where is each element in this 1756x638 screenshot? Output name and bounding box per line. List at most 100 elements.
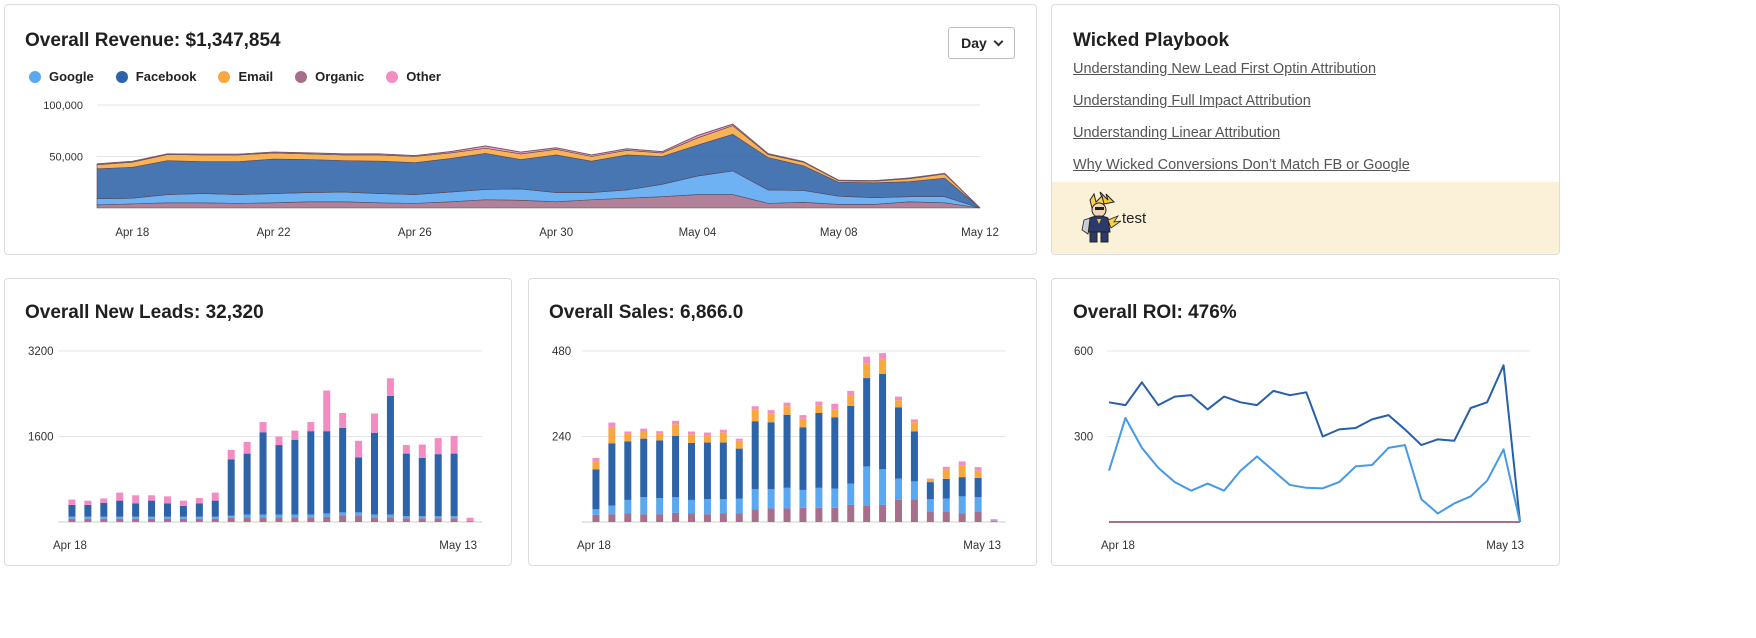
bar-segment-facebook xyxy=(863,378,871,467)
x-tick-label: May 13 xyxy=(1486,540,1524,552)
bar-segment-organic xyxy=(307,517,315,522)
bar-segment-facebook xyxy=(958,477,966,497)
bar-segment-google xyxy=(974,497,982,512)
bar-segment-organic xyxy=(767,508,775,522)
legend-item-google[interactable]: Google xyxy=(29,69,94,84)
bar-segment-facebook xyxy=(608,443,616,506)
bar-segment-organic xyxy=(799,507,807,522)
bar-segment-facebook xyxy=(371,432,378,515)
bar-segment-facebook xyxy=(418,457,426,517)
playbook-link-linear-attribution[interactable]: Understanding Linear Attribution xyxy=(1073,125,1281,141)
bar-segment-facebook xyxy=(719,442,727,500)
bar-segment-facebook xyxy=(339,427,347,513)
x-tick-label: May 08 xyxy=(820,227,858,239)
legend-label: Organic xyxy=(315,69,365,84)
bar-segment-other xyxy=(735,438,743,441)
x-tick-label: Apr 26 xyxy=(398,227,432,239)
bar-segment-facebook xyxy=(895,407,902,479)
bar-segment-organic xyxy=(624,513,632,522)
playbook-link-conversions-mismatch[interactable]: Why Wicked Conversions Don’t Match FB or… xyxy=(1073,157,1410,173)
bar-segment-google xyxy=(751,489,759,510)
y-tick-label: 3200 xyxy=(28,346,54,358)
bar-segment-google xyxy=(402,516,410,519)
bar-segment-other xyxy=(815,401,823,406)
bar-segment-facebook xyxy=(672,435,680,498)
bar-segment-other xyxy=(402,445,410,454)
bar-segment-google xyxy=(68,516,76,519)
bar-segment-facebook xyxy=(323,431,331,514)
bar-segment-other xyxy=(831,403,839,410)
bar-segment-other xyxy=(291,430,299,440)
y-tick-label: 100,000 xyxy=(43,100,83,112)
bar-segment-facebook xyxy=(751,421,759,490)
bar-segment-google xyxy=(863,466,871,506)
legend-item-email[interactable]: Email xyxy=(218,69,273,84)
bar-segment-google xyxy=(100,516,108,519)
bar-segment-google xyxy=(767,489,775,509)
bar-segment-google xyxy=(307,514,315,518)
bar-segment-google xyxy=(227,515,235,518)
bar-segment-facebook xyxy=(799,427,807,490)
bar-segment-other xyxy=(942,466,950,469)
bar-segment-email xyxy=(640,431,648,439)
bar-segment-google xyxy=(132,516,140,519)
playbook-link-new-lead-attribution[interactable]: Understanding New Lead First Optin Attri… xyxy=(1073,61,1377,77)
x-tick-label: Apr 22 xyxy=(257,227,291,239)
bar-segment-facebook xyxy=(243,453,251,515)
bar-segment-organic xyxy=(148,518,156,522)
bar-segment-google xyxy=(990,520,998,522)
bar-segment-organic xyxy=(688,513,695,522)
bar-segment-email xyxy=(735,440,743,449)
bar-segment-other xyxy=(195,497,203,504)
bar-segment-email xyxy=(656,433,664,441)
bar-segment-organic xyxy=(195,518,203,522)
playbook-footer: test xyxy=(1052,182,1559,254)
sales-bar-chart[interactable]: 240 480 Apr 18 May 13 xyxy=(529,279,1037,566)
bar-segment-other xyxy=(307,422,315,432)
legend-item-other[interactable]: Other xyxy=(386,69,441,84)
bar-segment-facebook xyxy=(68,504,76,517)
bar-segment-other xyxy=(450,435,458,454)
bar-segment-organic xyxy=(910,499,918,522)
bar-segment-other xyxy=(275,436,283,446)
bar-segment-facebook xyxy=(148,500,156,517)
roi-line-chart[interactable]: 300 600 Apr 18 May 13 xyxy=(1052,279,1560,566)
bar-segment-organic xyxy=(434,518,442,522)
bar-segment-facebook xyxy=(767,422,775,490)
revenue-area-chart[interactable]: 50,000 100,000 Apr 18 Apr 22 Apr 26 Apr 30 May… xyxy=(5,5,1037,255)
period-dropdown[interactable]: Day xyxy=(948,27,1015,59)
x-tick-label: May 04 xyxy=(679,227,717,239)
playbook-footer-label: test xyxy=(1122,210,1147,227)
playbook-links: Understanding New Lead First Optin Attri… xyxy=(1073,62,1410,190)
bar-segment-organic xyxy=(323,516,331,522)
x-tick-label: Apr 18 xyxy=(115,227,149,239)
bar-segment-other xyxy=(608,422,616,427)
bar-segment-email xyxy=(942,468,950,479)
bar-segment-other xyxy=(68,499,76,505)
bar-segment-other xyxy=(339,412,347,428)
bar-segment-google xyxy=(466,520,474,522)
bar-segment-email xyxy=(608,426,616,444)
bar-segment-facebook xyxy=(735,448,743,499)
bar-segment-facebook xyxy=(259,432,267,515)
revenue-legend: Google Facebook Email Organic Other xyxy=(29,69,463,84)
legend-item-organic[interactable]: Organic xyxy=(295,69,364,84)
playbook-link-full-impact-attribution[interactable]: Understanding Full Impact Attribution xyxy=(1073,93,1311,109)
bar-segment-other xyxy=(243,441,251,454)
bar-segment-google xyxy=(735,498,743,514)
bar-segment-google xyxy=(783,487,791,509)
bar-segment-google xyxy=(84,516,92,519)
bar-segment-email xyxy=(815,405,823,413)
leads-bar-chart[interactable]: 1600 3200 Apr 18 May 13 xyxy=(5,279,512,566)
bar-segment-other xyxy=(227,449,235,460)
bar-segment-facebook xyxy=(307,431,315,515)
bar-segment-google xyxy=(703,499,711,515)
bar-segment-facebook xyxy=(815,412,823,488)
bar-segment-google xyxy=(719,499,727,514)
legend-item-facebook[interactable]: Facebook xyxy=(115,69,196,84)
bar-segment-google xyxy=(259,514,267,518)
bar-segment-other xyxy=(100,498,108,503)
bar-segment-other xyxy=(719,429,727,433)
bar-segment-google xyxy=(847,483,855,505)
bar-segment-google xyxy=(323,513,331,517)
